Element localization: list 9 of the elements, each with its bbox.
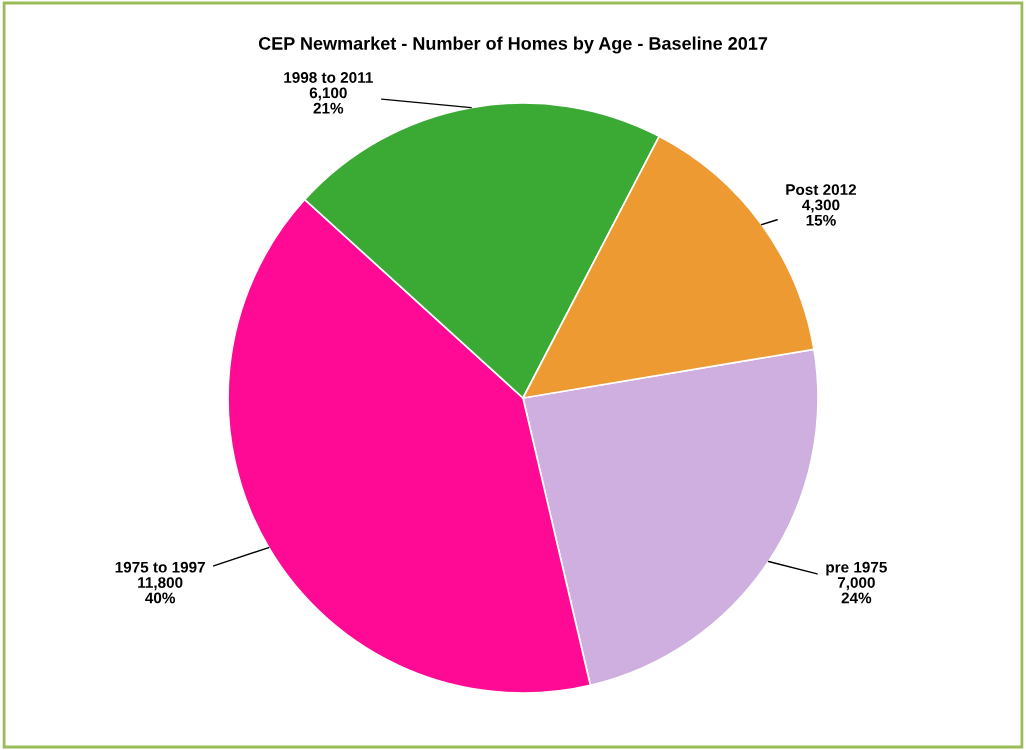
slice-label: 1998 to 2011 [284, 72, 373, 83]
data-label: 4,300 15% [802, 199, 840, 226]
slice-label: 1975 to 1997 [115, 561, 205, 573]
slice-label: pre 1975 [826, 561, 887, 576]
slice-label: Post 2012 [786, 184, 857, 195]
chart-title: CEP Newmarket - Number of Homes by Age - Baseline 2017 [258, 36, 768, 54]
data-label: 7,000 24% [837, 577, 875, 604]
data-label: 11,800 40% [138, 577, 183, 604]
data-label: 6,100 21% [309, 87, 347, 114]
